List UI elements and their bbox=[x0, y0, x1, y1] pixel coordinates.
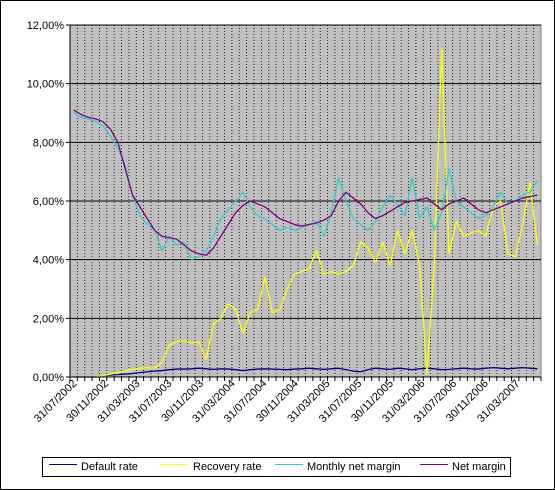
series-line-recovery-rate bbox=[73, 47, 538, 378]
series-line-default-rate bbox=[73, 366, 538, 378]
y-tick-label: 6,00% bbox=[33, 196, 64, 208]
y-tick-label: 10,00% bbox=[27, 79, 65, 91]
y-tick-label: 2,00% bbox=[33, 313, 64, 325]
legend-label-net-margin: Net margin bbox=[452, 461, 506, 473]
legend-swatch-default-rate bbox=[49, 464, 77, 465]
y-axis-tick-labels: 0,00% 2,00% 4,00% 6,00% 8,00% 10,00% 12,00% bbox=[27, 20, 70, 384]
series-line-monthly-net-margin bbox=[73, 112, 538, 261]
legend-label-monthly-net-margin: Monthly net margin bbox=[307, 461, 401, 473]
series-line-net-margin bbox=[73, 109, 538, 256]
y-tick-label: 8,00% bbox=[33, 137, 64, 149]
legend-swatch-net-margin bbox=[420, 464, 448, 465]
y-tick-label: 4,00% bbox=[33, 255, 64, 267]
horizontal-gridlines bbox=[70, 24, 541, 319]
y-tick-label: 12,00% bbox=[27, 20, 65, 32]
legend-swatch-monthly-net-margin bbox=[275, 464, 303, 465]
legend: Default rate Recovery rate Monthly net m… bbox=[42, 457, 511, 477]
legend-label-default-rate: Default rate bbox=[81, 461, 138, 473]
series-layer bbox=[73, 47, 538, 378]
y-tick-label: 0,00% bbox=[33, 372, 64, 384]
legend-label-recovery-rate: Recovery rate bbox=[193, 461, 262, 473]
x-axis-tick-labels: 31/07/200230/11/200231/03/200331/07/2003… bbox=[32, 377, 542, 425]
legend-swatch-recovery-rate bbox=[161, 464, 189, 465]
